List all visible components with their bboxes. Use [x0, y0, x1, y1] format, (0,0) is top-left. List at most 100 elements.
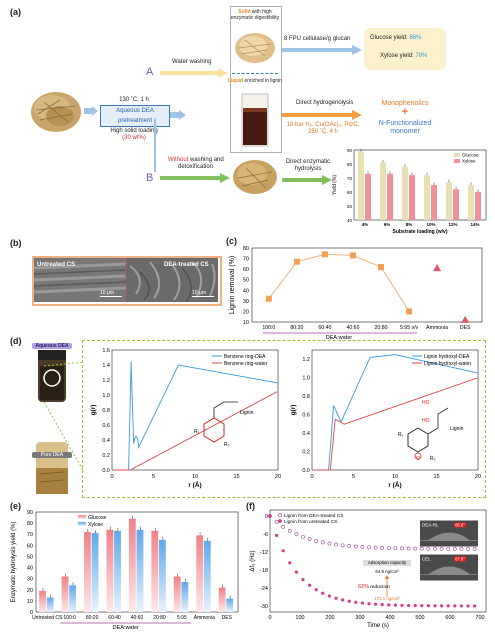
chart-a-bar	[467, 185, 474, 220]
chart-f-point-untreated	[374, 602, 378, 606]
chart-f-point-treated	[353, 544, 358, 549]
chart-d2-xtick: 5	[352, 474, 355, 480]
chart-d2-ylabel: g(r)	[290, 405, 297, 416]
chart-c-point	[349, 252, 356, 259]
chart-a-xtick: 10%	[426, 222, 435, 227]
without-word: Without	[168, 157, 189, 163]
chart-e-bar	[69, 585, 77, 612]
chart-f-point-treated	[426, 546, 431, 551]
panel-c-label: (c)	[226, 236, 237, 246]
chart-f-point-treated	[301, 534, 305, 539]
chart-d2-xtick: 10	[392, 474, 398, 480]
adsorption-capacity-label: Adsorption capacity	[368, 560, 407, 565]
chart-e-legend-label: Glucose	[88, 515, 107, 521]
lignin-liquid-beaker-image	[241, 93, 269, 147]
contact-angle-droplet	[428, 566, 470, 575]
chart-c-frame	[251, 247, 483, 323]
chart-e-xtick: 100:0	[63, 615, 76, 621]
chart-f-point-treated	[400, 546, 404, 551]
chart-e-bar	[158, 539, 166, 612]
chart-e-xtick: Untreated CS	[32, 615, 63, 621]
chart-f-point-treated	[459, 547, 464, 551]
scale-bar-left-label: 10 µm	[100, 290, 114, 296]
chart-e-ytick: 30	[27, 577, 33, 583]
chart-a-ytick: 90	[347, 148, 353, 153]
chart-f-ytick: -30	[260, 604, 268, 610]
chart-f-point-treated	[406, 546, 411, 551]
chart-f-point-treated	[433, 546, 437, 551]
direct-enzymatic-label-2: hydrolysis	[294, 166, 322, 172]
panel-d-label: (d)	[10, 336, 22, 346]
chart-e-ytick: 70	[27, 532, 33, 538]
chart-e-bar	[226, 598, 234, 612]
chart-f-point-untreated	[268, 514, 272, 518]
plus-sign: +	[401, 106, 409, 118]
qcm-adsorption-chart: 0-6-12-18-24-300 100 200 300 400 500 600 700Tim…	[250, 509, 487, 629]
chart-f-point-treated	[386, 546, 391, 550]
chart-f-xtick: 100	[295, 615, 304, 621]
chart-f-point-untreated	[413, 603, 417, 608]
chart-f-point-treated	[347, 544, 352, 548]
chart-e-ytick: 40	[27, 566, 33, 572]
chart-f-ytick: -12	[260, 550, 268, 556]
chart-a-ytick: 70	[347, 176, 353, 181]
monomer-label: monomer	[390, 128, 420, 135]
chart-d1-legend-label: Benzene ring-water	[224, 361, 268, 367]
chart-a-xtick: 12%	[448, 222, 457, 227]
chart-d1-xtick: 10	[192, 474, 198, 480]
chart-d1-frame	[111, 349, 279, 471]
solid-word: Solid	[238, 9, 251, 15]
chart-e-xtick: 5:95	[177, 615, 187, 621]
chart-e-legend-swatch	[78, 522, 86, 526]
benzene-side-chain	[213, 401, 238, 418]
hydroxyl-lignin-label: Lignin	[450, 426, 464, 432]
chart-f-point-treated	[472, 547, 477, 551]
chart-f-point-treated	[466, 547, 470, 551]
chart-f-point-untreated	[327, 594, 331, 598]
chart-c-xlabel: DEA:water	[326, 335, 352, 340]
chart-d2-xtick: 0	[310, 474, 313, 480]
pretreatment-conditions: 130 ˚C, 1 h	[119, 97, 149, 103]
chart-d1-ytick: 1.4	[102, 363, 110, 369]
liquid-text: Liquid enriched in lignin	[228, 78, 282, 84]
chart-c-xtick: 80:20	[290, 325, 303, 331]
aqueous-dea-label: Aqueous DEA	[32, 343, 72, 349]
chart-c-xtick: 40:60	[346, 325, 359, 331]
chart-a-ytick: 40	[347, 218, 353, 223]
chart-a-bar	[453, 189, 460, 220]
chart-e-xtick: 60:40	[108, 615, 121, 621]
chart-c-xtick: 20:80	[375, 325, 388, 331]
chart-f-point-untreated	[354, 600, 358, 604]
chart-f-point-untreated	[459, 604, 463, 608]
chart-a-ylabel: Yield (%)	[332, 175, 338, 195]
panel-e-label: (e)	[10, 501, 21, 511]
chart-e-ytick: 20	[27, 588, 33, 594]
arrow-enzyme	[282, 45, 362, 55]
sugar-yield-box	[364, 28, 446, 70]
panel-f-label: (f)	[246, 501, 255, 511]
contact-angle-sample-label: DEA-RL	[422, 523, 439, 528]
chart-f-point-treated	[446, 546, 451, 551]
chart-f-frame	[269, 509, 487, 613]
chart-c-point	[461, 315, 470, 323]
chart-a-bar	[365, 173, 372, 220]
chart-f-ytick: -24	[260, 586, 268, 592]
chart-a-ytick: 50	[347, 204, 353, 209]
chart-e-xtick: 80:20	[86, 615, 99, 621]
chart-f-xtick: 600	[445, 615, 454, 621]
chart-a-bar	[401, 166, 408, 220]
chart-f-point-treated	[419, 546, 424, 551]
rdf-dashed-frame	[82, 340, 486, 498]
chart-d1-ytick: 0.8	[102, 408, 110, 414]
chart-c-ylabel: Lignin removal (%)	[229, 256, 236, 314]
sem-image-treated	[126, 258, 218, 302]
panel-b-label: (b)	[10, 238, 22, 248]
contact-angle-value: 67.8°	[455, 557, 465, 562]
chart-d1-ylabel: g(r)	[90, 405, 97, 416]
substrate-loading-chart: 40 50 60 70 80 90 Yield (%) 4% 6% 8% 10% 12% 14% Subs…	[332, 148, 487, 235]
treated-biomass-image	[233, 160, 277, 194]
chart-f-point-untreated	[466, 604, 470, 608]
chart-c-xtick: Ammonia	[426, 325, 448, 331]
chart-f-point-untreated	[347, 599, 351, 603]
chart-f-point-untreated	[446, 604, 450, 608]
